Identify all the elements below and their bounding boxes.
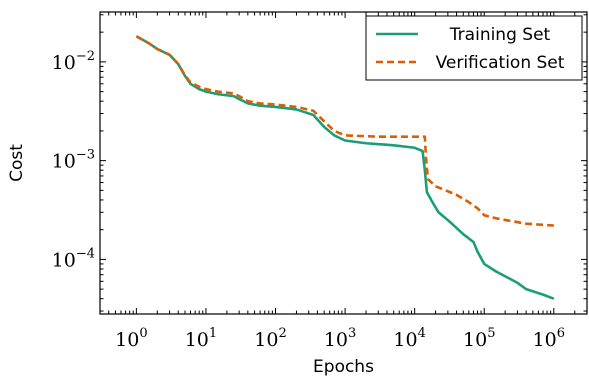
x-tick-base: 10 bbox=[324, 329, 348, 351]
y-tick-label: 10−3 bbox=[52, 148, 95, 173]
y-tick-exponent: −2 bbox=[76, 49, 95, 64]
x-tick-exponent: 3 bbox=[348, 326, 356, 341]
y-tick-label: 10−2 bbox=[52, 49, 95, 74]
x-tick-label: 100 bbox=[115, 326, 147, 351]
x-tick-label: 106 bbox=[533, 326, 565, 351]
y-tick-label: 10−4 bbox=[52, 246, 95, 271]
legend-label-training: Training Set bbox=[449, 25, 551, 45]
x-tick-exponent: 4 bbox=[418, 326, 426, 341]
x-tick-base: 10 bbox=[185, 329, 209, 351]
x-tick-labels: 100 101 102 103 104 105 106 bbox=[115, 326, 565, 351]
x-tick-base: 10 bbox=[254, 329, 278, 351]
x-tick-label: 101 bbox=[185, 326, 217, 351]
legend-box bbox=[365, 15, 583, 81]
x-tick-label: 104 bbox=[393, 326, 425, 351]
x-tick-exponent: 0 bbox=[139, 326, 147, 341]
series-layer bbox=[135, 35, 555, 300]
x-tick-exponent: 6 bbox=[557, 326, 565, 341]
x-tick-base: 10 bbox=[533, 329, 557, 351]
legend-label-verification: Verification Set bbox=[436, 53, 565, 73]
y-tick-labels: 10−410−310−2 bbox=[52, 49, 95, 272]
y-tick-base: 10 bbox=[52, 151, 76, 173]
y-tick-base: 10 bbox=[52, 52, 76, 74]
x-axis-label: Epochs bbox=[313, 357, 374, 377]
legend: Training Set Verification Set bbox=[365, 15, 583, 81]
x-tick-exponent: 5 bbox=[487, 326, 495, 341]
y-axis-label: Cost bbox=[7, 144, 27, 182]
x-tick-base: 10 bbox=[115, 329, 139, 351]
x-tick-exponent: 1 bbox=[209, 326, 217, 341]
x-tick-label: 103 bbox=[324, 326, 356, 351]
x-tick-base: 10 bbox=[463, 329, 487, 351]
x-tick-exponent: 2 bbox=[278, 326, 286, 341]
x-tick-base: 10 bbox=[393, 329, 417, 351]
y-tick-exponent: −4 bbox=[76, 246, 95, 261]
y-tick-base: 10 bbox=[52, 249, 76, 271]
plot-frame bbox=[99, 11, 588, 315]
y-tick-exponent: −3 bbox=[76, 148, 95, 163]
series-line-training bbox=[135, 35, 555, 300]
x-tick-label: 102 bbox=[254, 326, 286, 351]
x-tick-label: 105 bbox=[463, 326, 495, 351]
series-line-verification bbox=[135, 35, 554, 227]
